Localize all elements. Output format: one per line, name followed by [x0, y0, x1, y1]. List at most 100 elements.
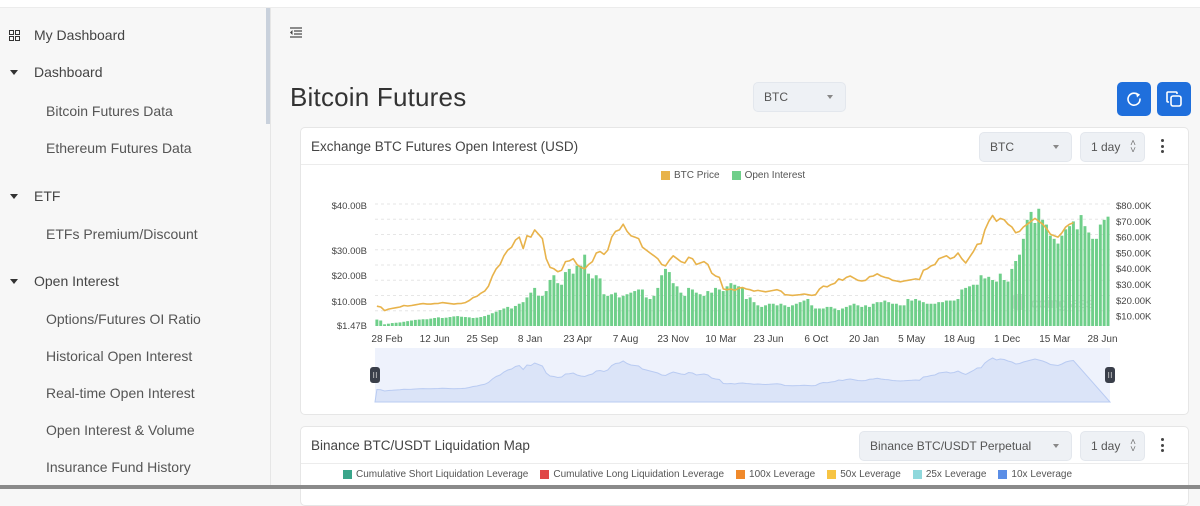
svg-text:1 Dec: 1 Dec: [994, 334, 1020, 345]
legend-item[interactable]: 25x Leverage: [912, 469, 986, 480]
oi-coin-select[interactable]: BTC: [979, 132, 1072, 162]
legend-swatch: [540, 470, 550, 479]
refresh-icon: [1127, 92, 1141, 106]
updown-chevron-icon: ˄ ˅: [1130, 138, 1136, 156]
sidebar-item-label: ETFs Premium/Discount: [46, 226, 198, 242]
card-header: Binance BTC/USDT Liquidation Map Binance…: [301, 427, 1188, 464]
sidebar: My Dashboard Dashboard Bitcoin Futures Dat…: [0, 8, 270, 489]
oi-interval-select[interactable]: 1 day ˄ ˅: [1080, 132, 1145, 162]
legend-item[interactable]: 50x Leverage: [827, 469, 901, 480]
svg-text:$30.00K: $30.00K: [1116, 280, 1152, 291]
open-interest-chart[interactable]: coinglass$1.47B$10.00B$20.00B$30.00B$40.…: [301, 180, 1190, 416]
sidebar-item-label: My Dashboard: [34, 27, 126, 43]
sidebar-item-insurance-fund-history[interactable]: Insurance Fund History: [0, 449, 191, 485]
sidebar-item-open-interest-volume[interactable]: Open Interest & Volume: [0, 412, 195, 448]
svg-text:$30.00B: $30.00B: [332, 246, 367, 257]
chevron-down-icon: [1053, 444, 1059, 448]
sidebar-item-etfs-premium-discount[interactable]: ETFs Premium/Discount: [0, 216, 198, 252]
sidebar-item-etf[interactable]: ETF: [0, 178, 60, 214]
sidebar-item-label: Ethereum Futures Data: [46, 140, 192, 156]
svg-text:28 Jun: 28 Jun: [1087, 334, 1117, 345]
more-vertical-icon[interactable]: [1155, 435, 1169, 455]
legend-open-interest[interactable]: Open Interest: [731, 170, 805, 181]
card-header: Exchange BTC Futures Open Interest (USD)…: [301, 128, 1188, 165]
sidebar-item-label: Dashboard: [34, 64, 103, 80]
liq-interval-value: 1 day: [1091, 439, 1121, 453]
legend-label: Cumulative Long Liquidation Leverage: [553, 469, 725, 480]
coin-select-value: BTC: [764, 90, 788, 104]
legend-btc-price[interactable]: BTC Price: [661, 170, 720, 181]
pair-select-value: Binance BTC/USDT Perpetual: [870, 439, 1032, 453]
legend-label: 100x Leverage: [749, 469, 816, 480]
menu-collapse-icon[interactable]: [289, 26, 303, 40]
sidebar-item-label: Open Interest & Volume: [46, 422, 195, 438]
caret-down-icon: [8, 66, 20, 78]
window-bottom-edge: [0, 485, 1200, 489]
navigator-handle-left[interactable]: [370, 367, 380, 383]
page-title: Bitcoin Futures: [290, 82, 467, 112]
liquidation-map-card: Binance BTC/USDT Liquidation Map Binance…: [300, 426, 1189, 506]
navigator-handle-right[interactable]: [1105, 367, 1115, 383]
svg-text:$40.00K: $40.00K: [1116, 264, 1152, 275]
caret-down-icon: [8, 190, 20, 202]
sidebar-item-real-time-open-interest[interactable]: Real-time Open Interest: [0, 375, 195, 411]
svg-text:23 Nov: 23 Nov: [657, 334, 689, 345]
svg-text:$50.00K: $50.00K: [1116, 248, 1152, 259]
more-vertical-icon[interactable]: [1155, 136, 1169, 156]
card-title: Binance BTC/USDT Liquidation Map: [311, 438, 530, 453]
legend-label: 50x Leverage: [840, 469, 901, 480]
svg-text:$20.00K: $20.00K: [1116, 296, 1152, 307]
svg-text:25 Sep: 25 Sep: [467, 334, 499, 345]
svg-text:$70.00K: $70.00K: [1116, 217, 1152, 228]
updown-chevron-icon: ˄ ˅: [1130, 437, 1136, 455]
sidebar-item-label: Open Interest: [34, 273, 119, 289]
sidebar-item-open-interest[interactable]: Open Interest: [0, 263, 119, 299]
coin-select[interactable]: BTC: [753, 82, 846, 112]
liquidation-legend: Cumulative Short Liquidation Leverage Cum…: [343, 469, 1072, 480]
copy-icon: [1166, 91, 1182, 107]
svg-text:23 Apr: 23 Apr: [563, 334, 593, 345]
copy-button[interactable]: [1157, 82, 1191, 116]
sidebar-item-options-futures-oi-ratio[interactable]: Options/Futures OI Ratio: [0, 301, 201, 337]
oi-coin-select-value: BTC: [990, 140, 1014, 154]
chevron-down-icon: [827, 95, 833, 99]
dashboard-grid-icon: [8, 29, 20, 41]
liq-interval-select[interactable]: 1 day ˄ ˅: [1080, 431, 1145, 461]
sidebar-item-historical-open-interest[interactable]: Historical Open Interest: [0, 338, 192, 374]
sidebar-item-ethereum-futures-data[interactable]: Ethereum Futures Data: [0, 130, 192, 166]
svg-text:6 Oct: 6 Oct: [804, 334, 828, 345]
svg-text:18 Aug: 18 Aug: [944, 334, 975, 345]
legend-swatch: [343, 470, 352, 479]
svg-text:20 Jan: 20 Jan: [849, 334, 879, 345]
svg-text:$1.47B: $1.47B: [337, 321, 367, 332]
legend-item[interactable]: 10x Leverage: [998, 469, 1072, 480]
sidebar-item-label: Insurance Fund History: [46, 459, 191, 475]
svg-text:10 Mar: 10 Mar: [705, 334, 737, 345]
legend-swatch: [827, 470, 837, 479]
sidebar-item-bitcoin-futures-data[interactable]: Bitcoin Futures Data: [0, 93, 173, 129]
sidebar-item-label: Real-time Open Interest: [46, 385, 195, 401]
main-content: Bitcoin Futures BTC Exchange BTC Futures…: [271, 8, 1200, 506]
svg-text:$20.00B: $20.00B: [332, 271, 367, 282]
legend-label: 10x Leverage: [1011, 469, 1073, 480]
pair-select[interactable]: Binance BTC/USDT Perpetual: [859, 431, 1072, 461]
chevron-down-icon: [1053, 145, 1059, 149]
legend-item[interactable]: 100x Leverage: [736, 469, 815, 480]
sidebar-item-dashboard[interactable]: Dashboard: [0, 54, 103, 90]
sidebar-item-label: ETF: [34, 188, 61, 204]
top-bar: [0, 0, 1200, 8]
open-interest-card: Exchange BTC Futures Open Interest (USD)…: [300, 127, 1189, 415]
svg-text:15 Mar: 15 Mar: [1039, 334, 1071, 345]
sidebar-item-label: Bitcoin Futures Data: [46, 103, 173, 119]
legend-item[interactable]: Cumulative Long Liquidation Leverage: [540, 469, 724, 480]
refresh-button[interactable]: [1117, 82, 1151, 116]
svg-text:7 Aug: 7 Aug: [613, 334, 639, 345]
svg-text:$80.00K: $80.00K: [1116, 201, 1152, 212]
caret-down-icon: [8, 275, 20, 287]
legend-item[interactable]: Cumulative Short Liquidation Leverage: [343, 469, 528, 480]
sidebar-scrollbar[interactable]: [266, 8, 270, 124]
sidebar-item-label: Historical Open Interest: [46, 348, 193, 364]
sidebar-item-my-dashboard[interactable]: My Dashboard: [0, 17, 125, 53]
legend-label: Cumulative Short Liquidation Leverage: [356, 469, 529, 480]
sidebar-item-label: Options/Futures OI Ratio: [46, 311, 201, 327]
